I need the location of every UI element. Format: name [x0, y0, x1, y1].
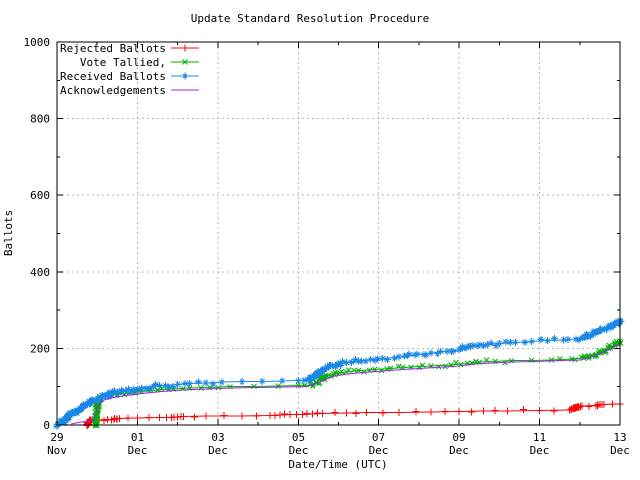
y-axis-title: Ballots [2, 210, 15, 256]
legend-label-rejected: Rejected Ballots [60, 42, 166, 55]
y-tick-label: 200 [30, 343, 50, 356]
legend-marker-rejected-icon [181, 44, 189, 52]
x-tick-label-month: Dec [289, 444, 309, 457]
y-tick-label: 800 [30, 113, 50, 126]
x-tick-label-day: 03 [211, 431, 224, 444]
legend-marker-tallied-icon [182, 59, 188, 65]
legend-label-tallied: Vote Tallied, [80, 56, 166, 69]
x-tick-label-day: 29 [50, 431, 63, 444]
x-tick-label-day: 01 [131, 431, 144, 444]
x-tick-label-month: Dec [610, 444, 630, 457]
y-tick-label: 400 [30, 266, 50, 279]
x-tick-label-month: Dec [530, 444, 550, 457]
plot-border [56, 41, 621, 426]
legend-label-acknowledgements: Acknowledgements [60, 84, 166, 97]
x-tick-label-day: 11 [533, 431, 546, 444]
y-tick-label: 1000 [24, 36, 51, 49]
x-axis-title: Date/Time (UTC) [288, 458, 387, 471]
x-tick-label-month: Dec [208, 444, 228, 457]
y-tick-label: 600 [30, 189, 50, 202]
x-tick-label-day: 09 [452, 431, 465, 444]
x-tick-label-month: Dec [128, 444, 148, 457]
x-tick-label-day: 07 [372, 431, 385, 444]
x-tick-label-day: 05 [292, 431, 305, 444]
x-tick-label-day: 13 [613, 431, 626, 444]
y-tick-label: 0 [43, 419, 50, 432]
legend-marker-received-icon [181, 72, 189, 80]
chart-title: Update Standard Resolution Procedure [191, 12, 429, 25]
x-tick-label-month: Dec [449, 444, 469, 457]
legend-label-received: Received Ballots [60, 70, 166, 83]
x-tick-label-month: Nov [47, 444, 67, 457]
series-line-acknowledgements [70, 343, 621, 425]
x-tick-label-month: Dec [369, 444, 389, 457]
